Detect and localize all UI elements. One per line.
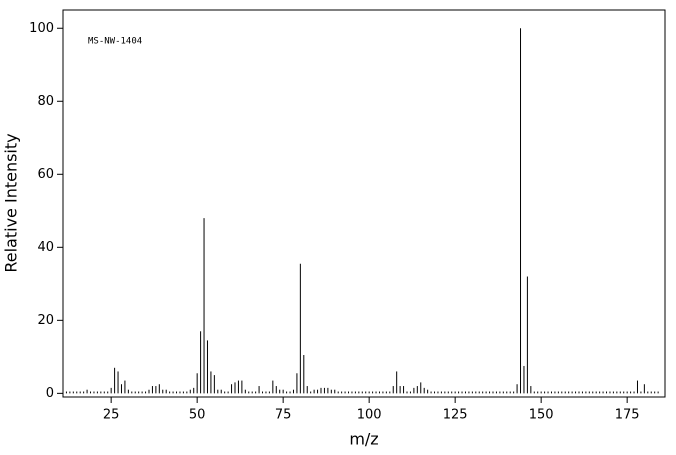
y-tick-label: 40 xyxy=(37,240,54,255)
y-tick-label: 0 xyxy=(46,386,54,401)
y-tick-label: 60 xyxy=(37,167,54,182)
y-tick-label: 80 xyxy=(37,94,54,109)
y-axis-label: Relative Intensity xyxy=(2,133,21,272)
x-tick-label: 50 xyxy=(189,408,206,423)
x-tick-label: 175 xyxy=(615,408,640,423)
y-tick-label: 100 xyxy=(29,21,54,36)
x-tick-label: 100 xyxy=(357,408,382,423)
x-tick-label: 150 xyxy=(529,408,554,423)
x-tick-label: 25 xyxy=(103,408,120,423)
y-tick-label: 20 xyxy=(37,313,54,328)
annotation: MS-NW-1404 xyxy=(88,37,142,47)
x-axis-label: m/z xyxy=(349,430,378,449)
x-tick-label: 75 xyxy=(275,408,292,423)
plot-frame xyxy=(62,9,666,398)
x-tick-label: 125 xyxy=(443,408,468,423)
